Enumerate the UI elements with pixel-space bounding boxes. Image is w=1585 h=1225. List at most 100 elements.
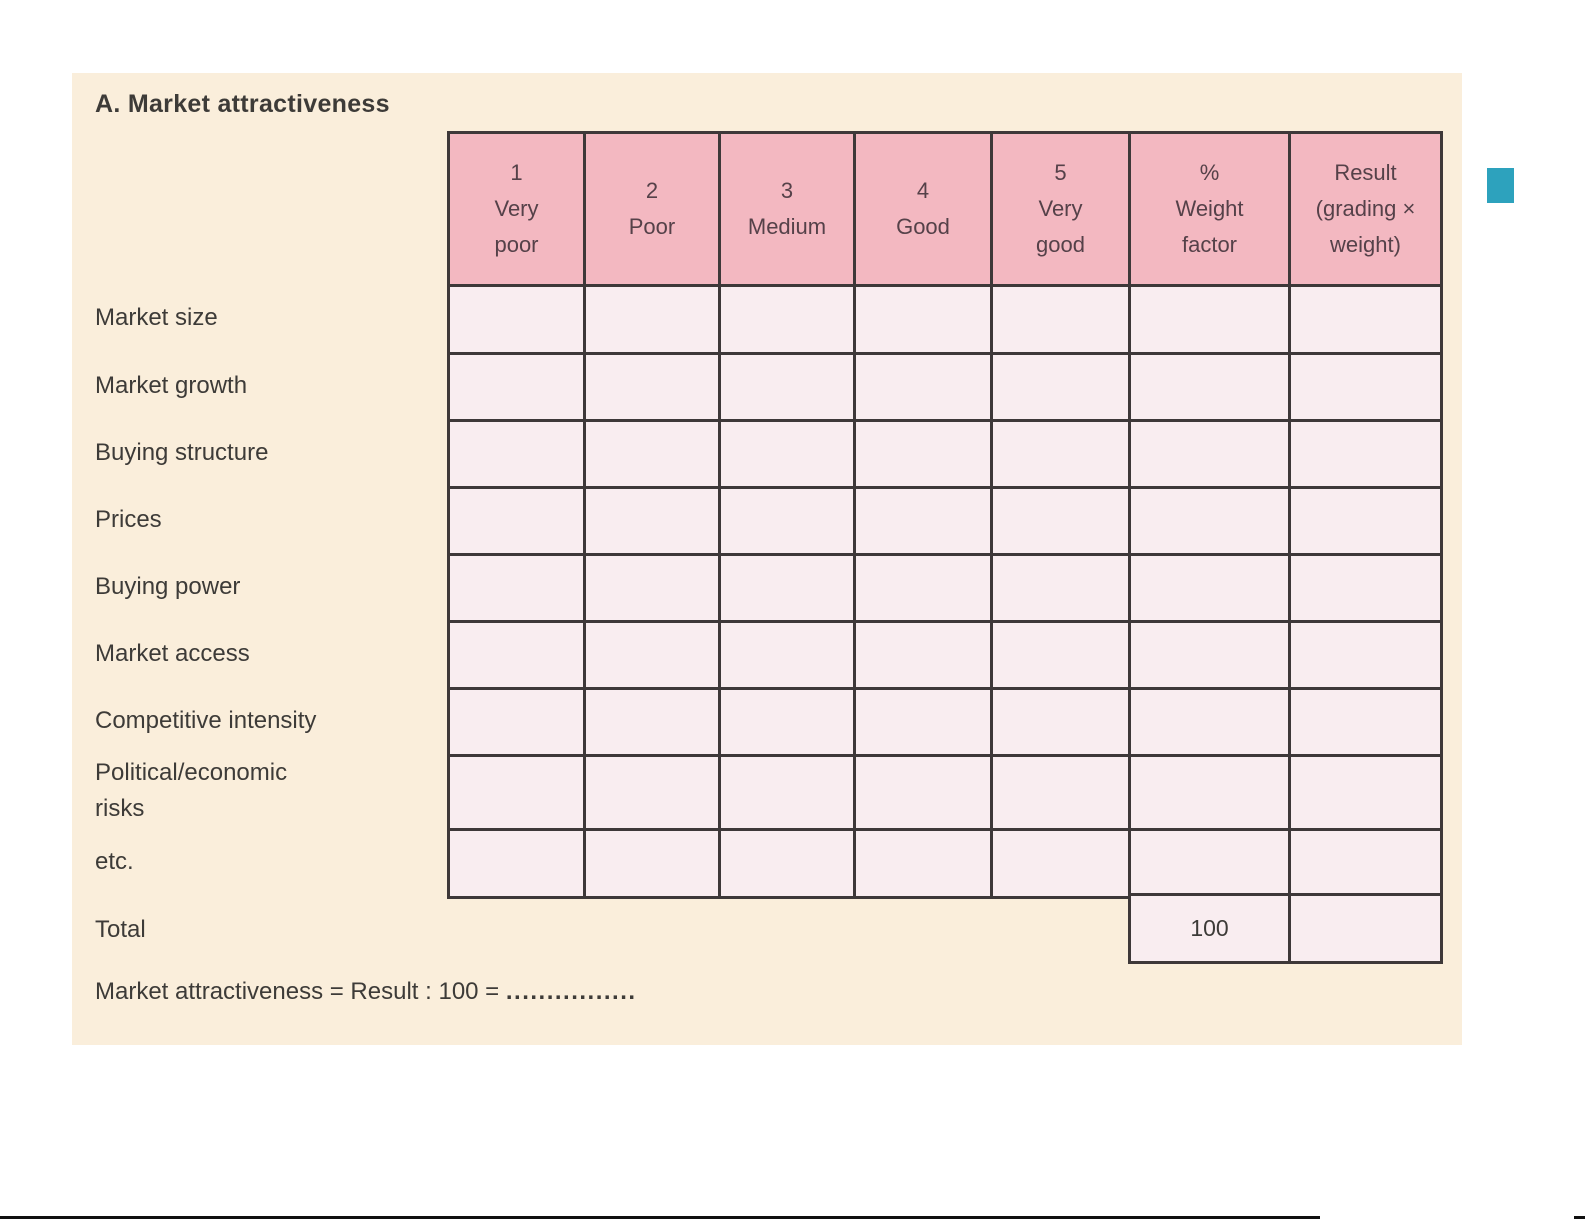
grade-cell bbox=[718, 754, 856, 831]
column-header-very-good: 5 Very good bbox=[990, 131, 1131, 287]
grade-cell bbox=[718, 352, 856, 422]
grade-cell bbox=[853, 419, 993, 489]
grade-cell bbox=[990, 553, 1131, 623]
grade-cell bbox=[583, 620, 721, 690]
weight-cell bbox=[1128, 620, 1291, 690]
table-row-market-access bbox=[447, 620, 1443, 690]
section-title: A. Market attractiveness bbox=[95, 90, 390, 118]
grade-cell bbox=[718, 687, 856, 757]
grade-cell bbox=[583, 553, 721, 623]
grade-cell bbox=[447, 687, 586, 757]
result-cell bbox=[1288, 352, 1443, 422]
table-row-market-growth bbox=[447, 352, 1443, 422]
column-header-weight-factor: % Weight factor bbox=[1128, 131, 1291, 287]
row-label-competitive-intensity: Competitive intensity bbox=[95, 706, 317, 734]
row-label-buying-power: Buying power bbox=[95, 572, 241, 600]
grade-cell bbox=[990, 687, 1131, 757]
table-row-etc bbox=[447, 828, 1443, 899]
weight-cell bbox=[1128, 687, 1291, 757]
table-row-buying-power bbox=[447, 553, 1443, 623]
result-cell bbox=[1288, 620, 1443, 690]
grade-cell bbox=[990, 486, 1131, 556]
grade-cell bbox=[583, 687, 721, 757]
worksheet-panel: A. Market attractiveness Market size Mar… bbox=[72, 73, 1462, 1045]
row-label-prices: Prices bbox=[95, 505, 162, 533]
weight-cell bbox=[1128, 486, 1291, 556]
grade-cell bbox=[990, 284, 1131, 355]
row-label-market-size: Market size bbox=[95, 304, 218, 331]
header-row: 1 Very poor 2 Poor 3 Medium 4 Good 5 Ver… bbox=[447, 131, 1443, 287]
grade-cell bbox=[718, 553, 856, 623]
grade-cell bbox=[990, 620, 1131, 690]
row-label-market-access: Market access bbox=[95, 639, 250, 667]
formula-text: Market attractiveness = Result : 100 = bbox=[95, 978, 506, 1005]
grade-cell bbox=[990, 828, 1131, 899]
grade-cell bbox=[447, 828, 586, 899]
formula-dotted-blank: ................ bbox=[505, 978, 637, 1005]
scoring-table: 1 Very poor 2 Poor 3 Medium 4 Good 5 Ver… bbox=[447, 131, 1443, 899]
grade-cell bbox=[583, 486, 721, 556]
grade-cell bbox=[447, 486, 586, 556]
grade-cell bbox=[718, 284, 856, 355]
grade-cell bbox=[853, 828, 993, 899]
table-row-market-size bbox=[447, 284, 1443, 355]
row-label-etc: etc. bbox=[95, 848, 134, 875]
grade-cell bbox=[447, 284, 586, 355]
table-row-competitive-intensity bbox=[447, 687, 1443, 757]
table-row-prices bbox=[447, 486, 1443, 556]
bottom-rule-end bbox=[1574, 1216, 1585, 1219]
result-cell bbox=[1288, 553, 1443, 623]
result-cell bbox=[1288, 419, 1443, 489]
grade-cell bbox=[583, 828, 721, 899]
result-cell bbox=[1288, 486, 1443, 556]
weight-cell bbox=[1128, 553, 1291, 623]
result-cell bbox=[1288, 754, 1443, 831]
grade-cell bbox=[853, 284, 993, 355]
grade-cell bbox=[853, 486, 993, 556]
grade-cell bbox=[583, 754, 721, 831]
grade-cell bbox=[718, 620, 856, 690]
total-weight-cell: 100 bbox=[1128, 893, 1291, 964]
result-cell bbox=[1288, 687, 1443, 757]
grade-cell bbox=[990, 419, 1131, 489]
grade-cell bbox=[583, 352, 721, 422]
column-header-good: 4 Good bbox=[853, 131, 993, 287]
row-label-market-growth: Market growth bbox=[95, 371, 248, 399]
grade-cell bbox=[583, 284, 721, 355]
row-label-political-economic-risks: Political/economic risks bbox=[95, 759, 288, 822]
grade-cell bbox=[853, 687, 993, 757]
weight-cell bbox=[1128, 754, 1291, 831]
result-cell bbox=[1288, 284, 1443, 355]
weight-cell bbox=[1128, 419, 1291, 489]
column-header-medium: 3 Medium bbox=[718, 131, 856, 287]
grade-cell bbox=[447, 419, 586, 489]
grade-cell bbox=[447, 754, 586, 831]
formula-line: Market attractiveness = Result : 100 = .… bbox=[95, 978, 637, 1006]
grade-cell bbox=[718, 828, 856, 899]
grade-cell bbox=[718, 419, 856, 489]
column-header-poor: 2 Poor bbox=[583, 131, 721, 287]
grade-cell bbox=[853, 754, 993, 831]
column-header-result: Result (grading × weight) bbox=[1288, 131, 1443, 287]
grade-cell bbox=[990, 352, 1131, 422]
grade-cell bbox=[853, 553, 993, 623]
grade-cell bbox=[853, 352, 993, 422]
grade-cell bbox=[990, 754, 1131, 831]
grade-cell bbox=[447, 620, 586, 690]
teal-accent-square bbox=[1487, 168, 1514, 203]
row-label-total: Total bbox=[95, 916, 146, 943]
column-header-very-poor: 1 Very poor bbox=[447, 131, 586, 287]
table-row-political-economic-risks bbox=[447, 754, 1443, 831]
grade-cell bbox=[718, 486, 856, 556]
grade-cell bbox=[447, 352, 586, 422]
grade-cell bbox=[447, 553, 586, 623]
total-row-table: 100 bbox=[1128, 893, 1443, 964]
row-label-buying-structure: Buying structure bbox=[95, 438, 269, 466]
total-row: 100 bbox=[1128, 893, 1443, 964]
total-result-cell bbox=[1288, 893, 1443, 964]
grade-cell bbox=[583, 419, 721, 489]
bottom-rule bbox=[0, 1216, 1320, 1219]
weight-cell bbox=[1128, 828, 1291, 899]
weight-cell bbox=[1128, 284, 1291, 355]
